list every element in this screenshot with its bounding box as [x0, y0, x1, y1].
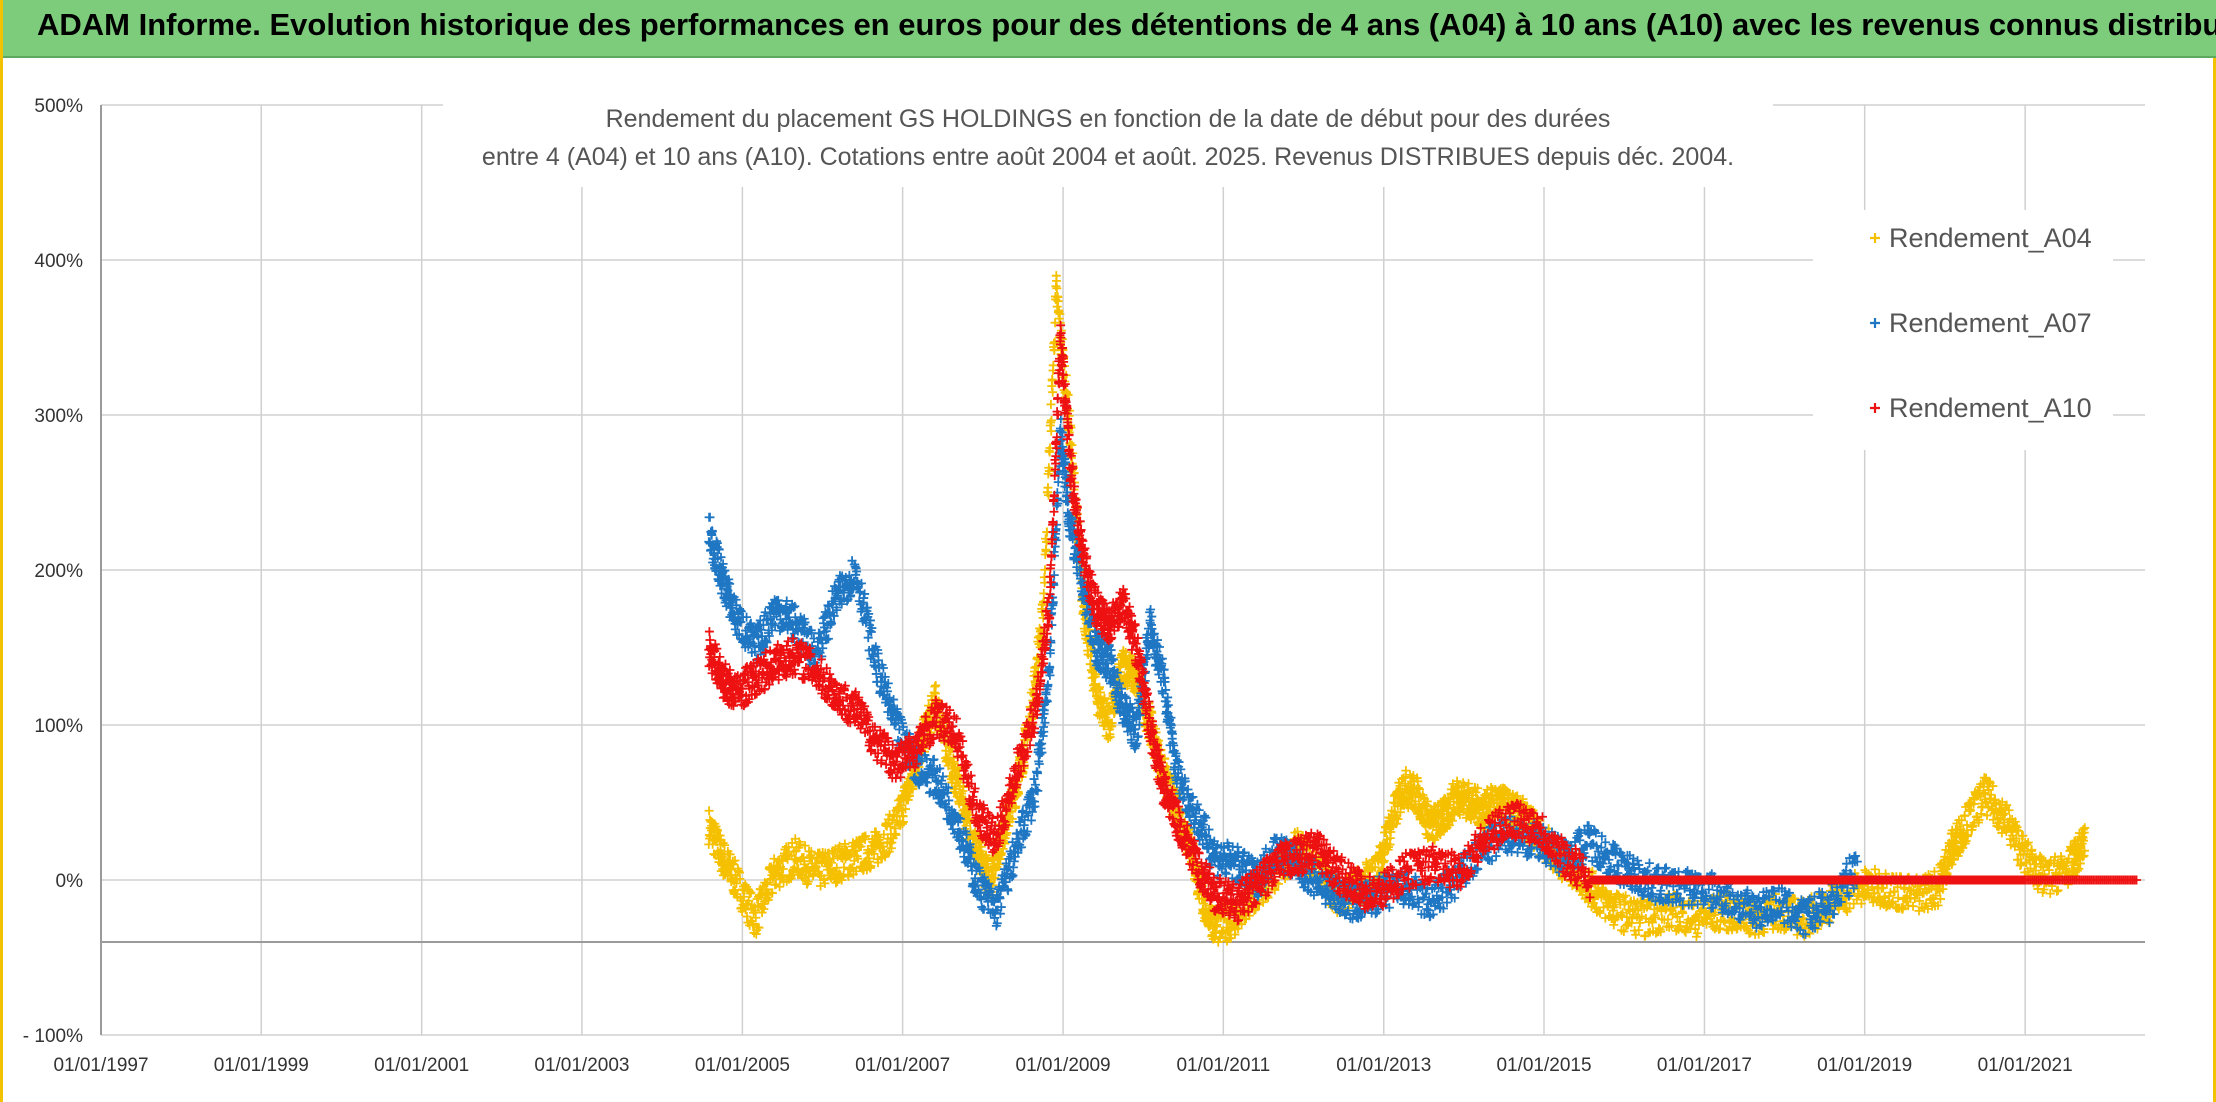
x-tick-label: 01/01/2001	[374, 1055, 469, 1076]
x-tick-label: 01/01/2013	[1336, 1055, 1431, 1076]
chart-canvas: - 100% 0% 100% 200% 300% 400% 500% 01/01/1997 01…	[23, 96, 2145, 1076]
legend-label: Rendement_A04	[1889, 223, 2092, 253]
y-tick-label: 100%	[34, 716, 83, 737]
data-points	[704, 320, 2142, 926]
legend-box	[1813, 210, 2113, 450]
report-title: ADAM Informe. Evolution historique des p…	[37, 7, 2216, 42]
y-tick-label: 300%	[34, 406, 83, 427]
chart-subtitle: entre 4 (A04) et 10 ans (A10). Cotations…	[482, 143, 1734, 171]
y-tick-label: 200%	[34, 561, 83, 582]
legend-marker	[1870, 233, 1880, 243]
series-rendement-a10	[704, 320, 2142, 926]
legend-marker	[1870, 318, 1880, 328]
chart-title: Rendement du placement GS HOLDINGS en fo…	[606, 105, 1611, 133]
y-tick-label: - 100%	[23, 1026, 83, 1047]
y-tick-label: 500%	[34, 96, 83, 117]
y-tick-label: 0%	[56, 871, 84, 892]
x-tick-label: 01/01/2017	[1657, 1055, 1752, 1076]
x-tick-label: 01/01/2009	[1016, 1055, 1111, 1076]
x-tick-label: 01/01/2019	[1817, 1055, 1912, 1076]
legend-marker	[1870, 403, 1880, 413]
title-backing	[443, 103, 1773, 187]
x-tick-label: 01/01/2005	[695, 1055, 790, 1076]
y-tick-label: 400%	[34, 251, 83, 272]
x-tick-label: 01/01/1999	[214, 1055, 309, 1076]
report-banner: ADAM Informe. Evolution historique des p…	[3, 0, 2216, 58]
x-tick-label: 01/01/2007	[855, 1055, 950, 1076]
x-tick-label: 01/01/2015	[1496, 1055, 1591, 1076]
x-tick-label: 01/01/1997	[53, 1055, 148, 1076]
x-tick-label: 01/01/2011	[1176, 1055, 1270, 1076]
x-tick-label: 01/01/2003	[534, 1055, 629, 1076]
legend-label: Rendement_A07	[1889, 308, 2092, 338]
x-tick-label: 01/01/2021	[1978, 1055, 2073, 1076]
legend-label: Rendement_A10	[1889, 393, 2092, 423]
